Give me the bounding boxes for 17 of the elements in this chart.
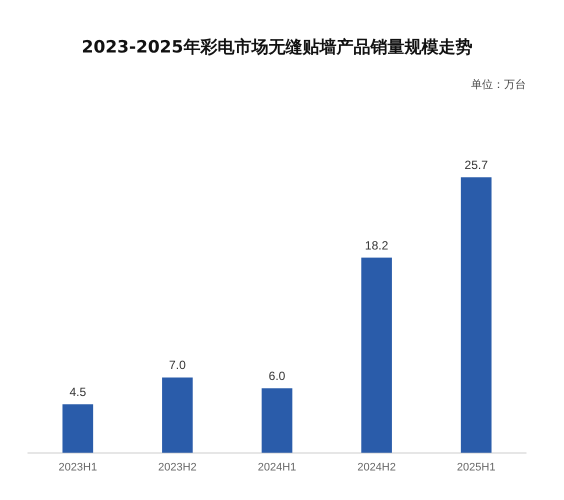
x-tick-label: 2023H1: [58, 461, 98, 474]
data-label: 7.0: [169, 358, 186, 372]
bar: [262, 388, 292, 453]
chart-title: 2023-2025年彩电市场无缝贴墙产品销量规模走势: [82, 38, 472, 58]
bar: [62, 404, 94, 453]
data-label: 25.7: [464, 158, 488, 172]
x-tick-label: 2024H1: [258, 461, 296, 474]
x-tick-label: 2024H2: [357, 461, 396, 474]
bar: [460, 177, 492, 453]
bar: [162, 378, 193, 453]
bar: [361, 258, 392, 453]
x-tick-label: 2025H1: [456, 461, 496, 474]
data-label: 6.0: [268, 368, 286, 383]
data-label: 4.5: [69, 384, 86, 399]
x-tick-label: 2023H2: [158, 461, 197, 474]
data-label: 18.2: [364, 238, 389, 252]
text: 单位：万台: [471, 78, 526, 91]
